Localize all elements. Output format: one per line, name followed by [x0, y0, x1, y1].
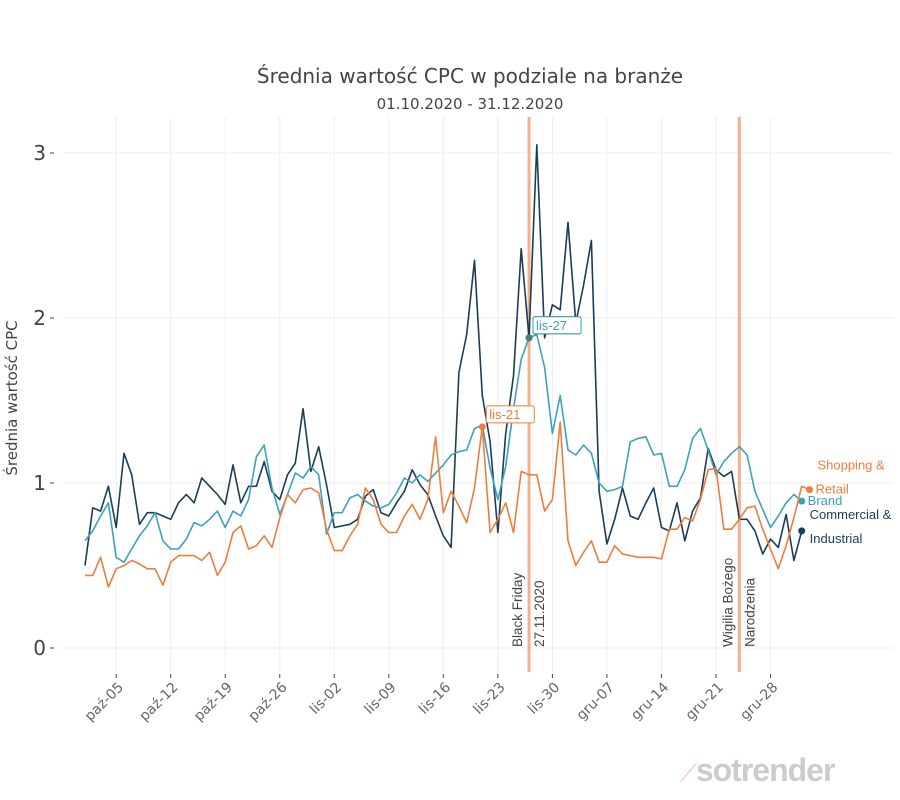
series-line-shopping-retail — [85, 421, 810, 588]
x-tick-label: gru-07 — [574, 680, 618, 724]
logo-text: sotrender — [695, 752, 836, 788]
x-tick-label: gru-14 — [628, 679, 672, 723]
y-tick-label: 3 — [33, 141, 46, 165]
x-tick-label: lis-30 — [525, 680, 563, 718]
x-tick-label: gru-21 — [683, 680, 727, 724]
series-end-marker — [798, 527, 806, 535]
y-axis-label: Średnia wartość CPC — [2, 320, 21, 475]
series-end-marker — [798, 497, 806, 505]
event-label: Wigilia Bożego — [720, 558, 735, 647]
trend-arrow-icon: ⟋ — [680, 760, 697, 787]
x-tick-label: lis-02 — [307, 680, 345, 718]
y-tick-label: 0 — [33, 636, 46, 660]
series: Commercial & Industrial Brand Shopping & Ret… — [84, 144, 892, 588]
x-axis: paź-05 paź-12 paź-19 paź-26 lis-02 lis-09 lis-… — [82, 674, 781, 725]
series-end-marker — [805, 486, 813, 494]
series-line-brand — [84, 333, 803, 564]
y-axis: 0 1 2 3 — [33, 141, 54, 660]
series-end-label: Commercial & — [810, 507, 892, 522]
series-end-label: Shopping & — [817, 458, 885, 473]
series-end-label: Brand — [808, 493, 843, 508]
annotation-box — [532, 316, 582, 335]
series-line-commercial-industrial — [84, 144, 803, 566]
annotation-label: lis-21 — [489, 407, 520, 422]
annotation-marker — [478, 423, 486, 431]
y-tick-label: 2 — [33, 306, 46, 330]
chart-subtitle: 01.10.2020 - 31.12.2020 — [377, 95, 564, 113]
x-tick-label: paź-05 — [82, 680, 127, 725]
annotation-label: lis-27 — [536, 318, 567, 333]
x-tick-label: lis-16 — [416, 679, 454, 717]
sotrender-logo: ⟋sotrender — [680, 752, 836, 789]
x-tick-label: lis-09 — [361, 680, 399, 718]
x-tick-label: gru-28 — [737, 680, 781, 724]
event-label: 27.11.2020 — [532, 580, 547, 647]
x-tick-label: paź-26 — [246, 679, 291, 724]
series-end-label: Retail — [815, 482, 848, 497]
event-label: Black Friday — [510, 572, 525, 647]
grid — [62, 117, 893, 672]
x-tick-label: lis-23 — [471, 680, 509, 718]
x-tick-label: paź-12 — [136, 680, 181, 725]
annotation-marker — [525, 334, 533, 342]
x-tick-label: paź-19 — [191, 680, 236, 725]
series-end-label: Industrial — [810, 531, 863, 546]
annotation-box — [485, 405, 535, 424]
event-label: Narodzenia — [742, 577, 757, 647]
event-lines: Black Friday 27.11.2020 Wigilia Bożego Naro… — [510, 117, 757, 672]
y-tick-label: 1 — [33, 471, 46, 495]
chart-title: Średnia wartość CPC w podziale na branże — [257, 64, 683, 88]
